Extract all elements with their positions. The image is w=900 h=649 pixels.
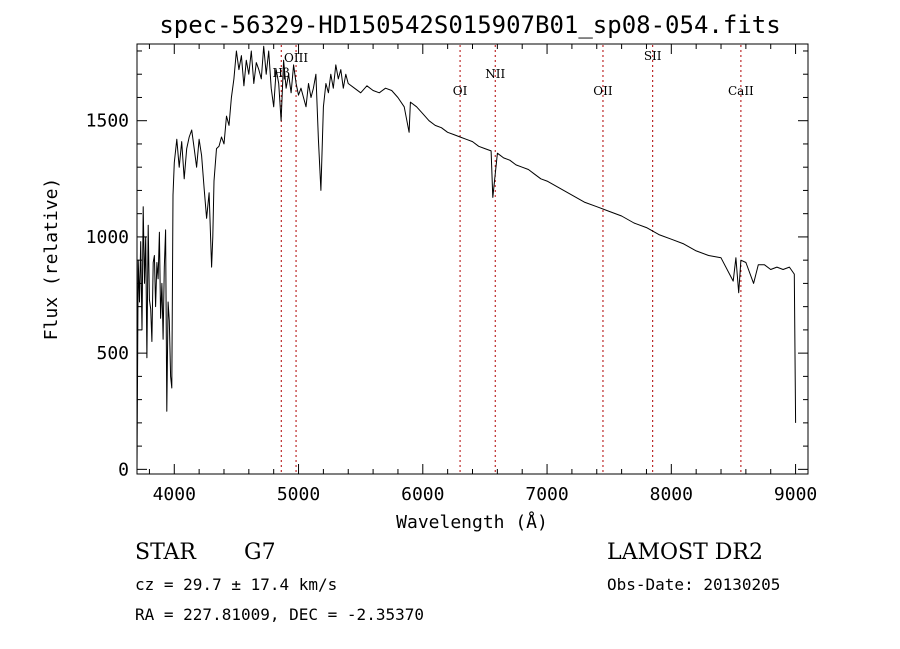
plot-frame — [136, 43, 809, 475]
y-axis-label: Flux (relative) — [41, 178, 62, 341]
spectrum-line — [136, 45, 797, 470]
y-tick-label: 500 — [96, 343, 129, 364]
x-tick-label: 7000 — [525, 484, 568, 505]
survey-name: LAMOST DR2 — [607, 540, 763, 565]
redshift-text: cz = 29.7 ± 17.4 km/s — [135, 575, 337, 594]
y-tick-label: 1500 — [86, 111, 129, 132]
coordinates-text: RA = 227.81009, DEC = -2.35370 — [135, 605, 424, 624]
ref-line-label: Hβ — [273, 66, 290, 80]
obs-date: Obs-Date: 20130205 — [607, 575, 780, 594]
ref-line-label: OI — [453, 84, 468, 98]
ref-line-label: OII — [593, 84, 613, 98]
ref-line-label: CaII — [728, 84, 754, 98]
ref-line-label: SII — [644, 49, 662, 63]
x-tick-label: 9000 — [774, 484, 817, 505]
x-tick-label: 5000 — [277, 484, 320, 505]
x-axis-ticks: 4000 5000 6000 7000 8000 9000 — [148, 44, 817, 505]
y-tick-label: 0 — [118, 459, 129, 480]
x-tick-label: 4000 — [153, 484, 196, 505]
object-subclass: G7 — [244, 540, 276, 565]
ref-line-label: NII — [485, 67, 505, 81]
chart-title: spec-56329-HD150542S015907B01_sp08-054.f… — [159, 11, 780, 39]
y-tick-label: 1000 — [86, 227, 129, 248]
x-axis-label: Wavelength (Å) — [396, 511, 548, 533]
x-tick-label: 8000 — [650, 484, 693, 505]
x-tick-label: 6000 — [401, 484, 444, 505]
object-class: STAR — [135, 540, 197, 565]
ref-line-label: OIII — [284, 51, 308, 65]
y-axis-ticks: 0 500 1000 1500 — [86, 50, 808, 480]
